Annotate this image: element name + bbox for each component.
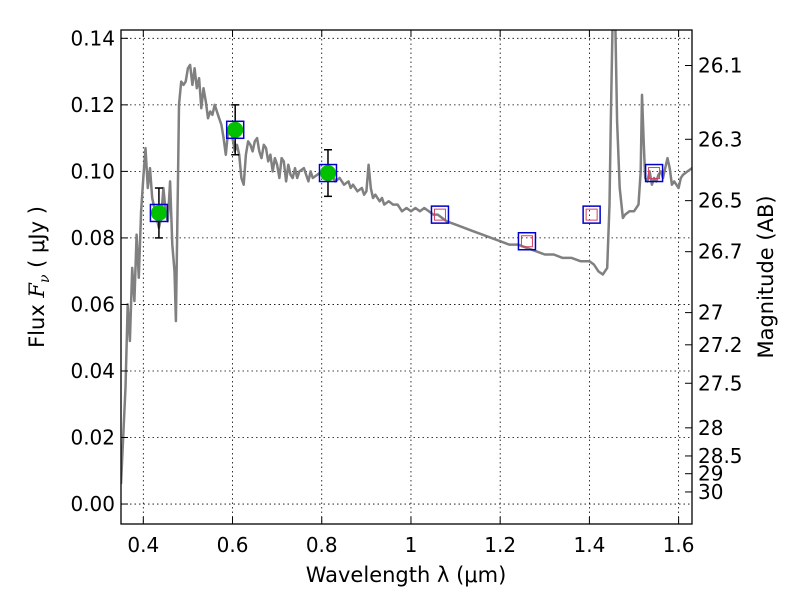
y-axis-label-prefix: Flux — [25, 298, 49, 348]
x-tick-label: 0.8 — [306, 533, 338, 557]
x-tick-label: 1.4 — [573, 533, 605, 557]
observed-flux-point — [319, 165, 336, 182]
y-tick-label: 0.02 — [70, 426, 115, 450]
x-axis-label: Wavelength λ (μm) — [306, 563, 507, 587]
y-axis-label-symbol: F — [25, 282, 49, 299]
y2-tick-label: 29 — [698, 462, 723, 486]
y2-tick-label: 28.5 — [698, 444, 743, 468]
model-band-box — [644, 163, 664, 183]
plot-frame — [120, 29, 693, 525]
y2-tick-label: 28 — [698, 416, 723, 440]
y2-tick-label: 26.7 — [698, 240, 743, 264]
y2-tick-label: 27.5 — [698, 371, 743, 395]
y2-tick-label: 27.2 — [698, 333, 743, 357]
y-axis-label-subscript: ν — [37, 274, 53, 283]
y-tick-label: 0.04 — [70, 359, 115, 383]
grid — [121, 30, 692, 524]
observed-flux-point — [150, 204, 167, 221]
x-tick-label: 1.6 — [663, 533, 695, 557]
y2-tick-label: 30 — [698, 480, 723, 504]
y2-tick-label: 27 — [698, 301, 723, 325]
y-tick-label: 0.12 — [70, 93, 115, 117]
y-tick-label: 0.08 — [70, 226, 115, 250]
nondetection-band-marker — [648, 167, 661, 180]
model-band-box — [582, 205, 601, 224]
model-band-box — [225, 120, 245, 140]
y-axis-ticks: 0.00 0.02 0.04 0.06 0.08 0.10 0.12 0.14 — [70, 26, 128, 516]
model-band-box — [318, 163, 338, 183]
nondetection-band-marker — [585, 208, 598, 221]
model-band-box — [149, 203, 169, 223]
y-tick-label: 0.14 — [70, 26, 115, 50]
y-axis-label: Flux Fν ( μJy ) — [25, 206, 53, 348]
y2-tick-label: 26.5 — [698, 189, 743, 213]
model-band-box — [430, 205, 450, 224]
y-tick-label: 0.00 — [70, 492, 115, 516]
y2-axis-label: Magnitude (AB) — [754, 195, 778, 358]
x-tick-label: 1.2 — [484, 533, 516, 557]
x-tick-label: 1 — [405, 533, 418, 557]
x-axis-ticks: 0.4 0.6 0.8 1 1.2 1.4 1.6 — [127, 30, 695, 557]
x-tick-label: 0.6 — [217, 533, 249, 557]
y2-tick-label: 26.3 — [698, 127, 743, 151]
observed-flux-point — [227, 121, 244, 138]
model-band-box — [517, 231, 537, 251]
y-tick-label: 0.10 — [70, 159, 115, 183]
y2-tick-label: 26.1 — [698, 54, 743, 78]
nondetection-band-marker — [520, 235, 533, 248]
nondetection-band-marker — [433, 208, 446, 221]
y-tick-label: 0.06 — [70, 292, 115, 316]
plot-markers — [149, 104, 664, 251]
x-tick-label: 0.4 — [127, 533, 159, 557]
y-axis-label-suffix: ( μJy ) — [25, 206, 49, 274]
